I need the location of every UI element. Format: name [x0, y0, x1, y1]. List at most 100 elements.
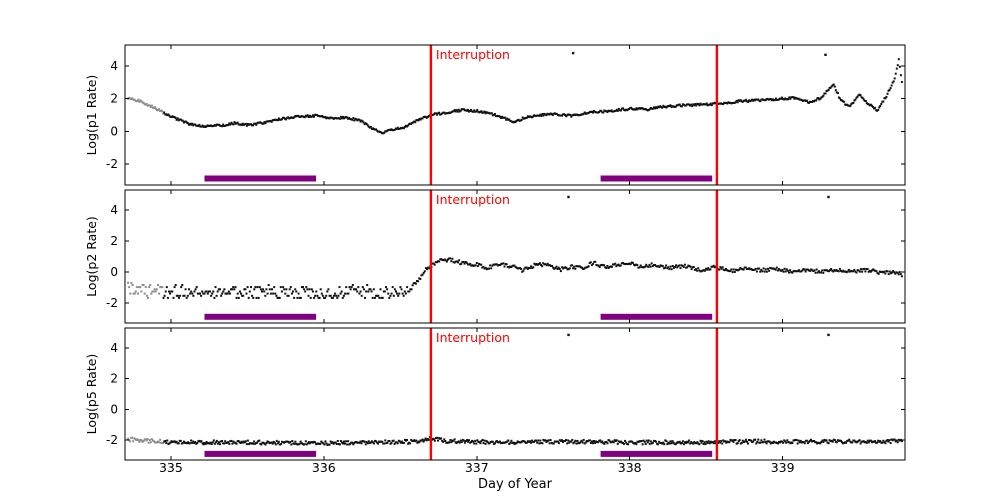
data-point — [819, 442, 822, 445]
data-point — [435, 261, 438, 264]
data-point — [764, 268, 767, 271]
data-point — [530, 441, 532, 444]
data-point — [219, 443, 221, 446]
data-point — [860, 268, 862, 271]
data-point — [300, 442, 303, 445]
data-point — [647, 265, 650, 268]
data-point — [561, 114, 563, 117]
data-point — [602, 264, 604, 267]
data-point — [817, 97, 820, 99]
data-point — [874, 106, 877, 109]
data-point — [596, 111, 599, 114]
data-point — [227, 441, 230, 444]
data-point — [676, 104, 679, 107]
data-point — [890, 84, 893, 87]
data-point — [527, 267, 530, 269]
data-point — [547, 439, 550, 442]
data-point — [468, 263, 471, 266]
data-point — [307, 441, 310, 444]
data-point — [221, 440, 224, 442]
data-point — [299, 440, 302, 443]
data-point — [144, 438, 147, 441]
data-point — [317, 296, 320, 299]
data-point — [778, 268, 780, 271]
data-point — [234, 286, 237, 289]
data-point — [524, 117, 527, 120]
data-point — [290, 443, 293, 446]
data-point — [214, 286, 217, 289]
coverage-bar — [600, 450, 713, 457]
data-point — [781, 268, 784, 271]
data-point — [461, 261, 464, 263]
data-point — [753, 268, 756, 271]
data-point — [820, 440, 823, 443]
data-point — [553, 267, 556, 270]
data-point — [177, 442, 180, 445]
data-point — [747, 100, 749, 103]
data-point — [182, 440, 185, 443]
data-point — [435, 112, 437, 115]
data-point — [449, 111, 452, 114]
data-point — [713, 440, 716, 443]
data-point — [273, 286, 276, 289]
data-point — [467, 108, 469, 111]
data-point — [641, 266, 644, 269]
data-point — [690, 268, 693, 271]
data-point — [413, 282, 416, 284]
data-point — [885, 95, 888, 98]
data-point — [237, 440, 240, 442]
data-point — [245, 292, 248, 295]
data-point — [181, 442, 184, 445]
data-point — [645, 439, 648, 442]
data-point — [352, 288, 355, 291]
coverage-bar — [204, 450, 317, 457]
data-point — [561, 266, 564, 269]
data-point — [347, 292, 350, 295]
data-point — [213, 296, 216, 299]
data-point — [491, 440, 494, 443]
data-point — [900, 440, 903, 443]
data-point — [803, 99, 806, 102]
data-point — [480, 110, 483, 113]
outlier-point — [567, 195, 570, 199]
data-point — [459, 263, 462, 266]
data-point — [712, 264, 715, 267]
data-point — [275, 118, 278, 121]
data-point — [348, 286, 351, 289]
data-point — [244, 288, 247, 291]
data-point — [877, 439, 880, 442]
data-point — [223, 442, 226, 445]
y-tick-label: 0 — [110, 265, 118, 279]
data-point — [848, 104, 851, 107]
data-point — [565, 115, 568, 118]
data-point — [849, 105, 852, 108]
data-point — [616, 442, 619, 445]
data-point — [254, 122, 257, 125]
data-point — [340, 441, 343, 444]
data-point — [295, 290, 298, 293]
data-point — [824, 269, 827, 272]
data-point — [452, 261, 455, 264]
data-point — [511, 120, 514, 123]
data-point — [739, 266, 742, 269]
data-point — [238, 441, 241, 444]
data-point — [750, 439, 753, 442]
data-point — [562, 113, 564, 116]
data-point — [836, 92, 839, 95]
data-point — [827, 88, 830, 91]
data-point — [311, 115, 313, 118]
data-point — [842, 442, 844, 445]
data-point — [624, 439, 626, 442]
data-point — [475, 442, 478, 445]
data-point — [627, 443, 630, 446]
data-point — [841, 441, 843, 444]
data-point — [800, 270, 803, 273]
data-point — [480, 440, 483, 443]
interruption-label: Interruption — [436, 192, 510, 207]
data-point — [283, 116, 286, 119]
data-point — [294, 440, 297, 443]
outlier-point — [571, 51, 575, 55]
data-point — [316, 442, 319, 445]
data-point — [410, 288, 413, 291]
